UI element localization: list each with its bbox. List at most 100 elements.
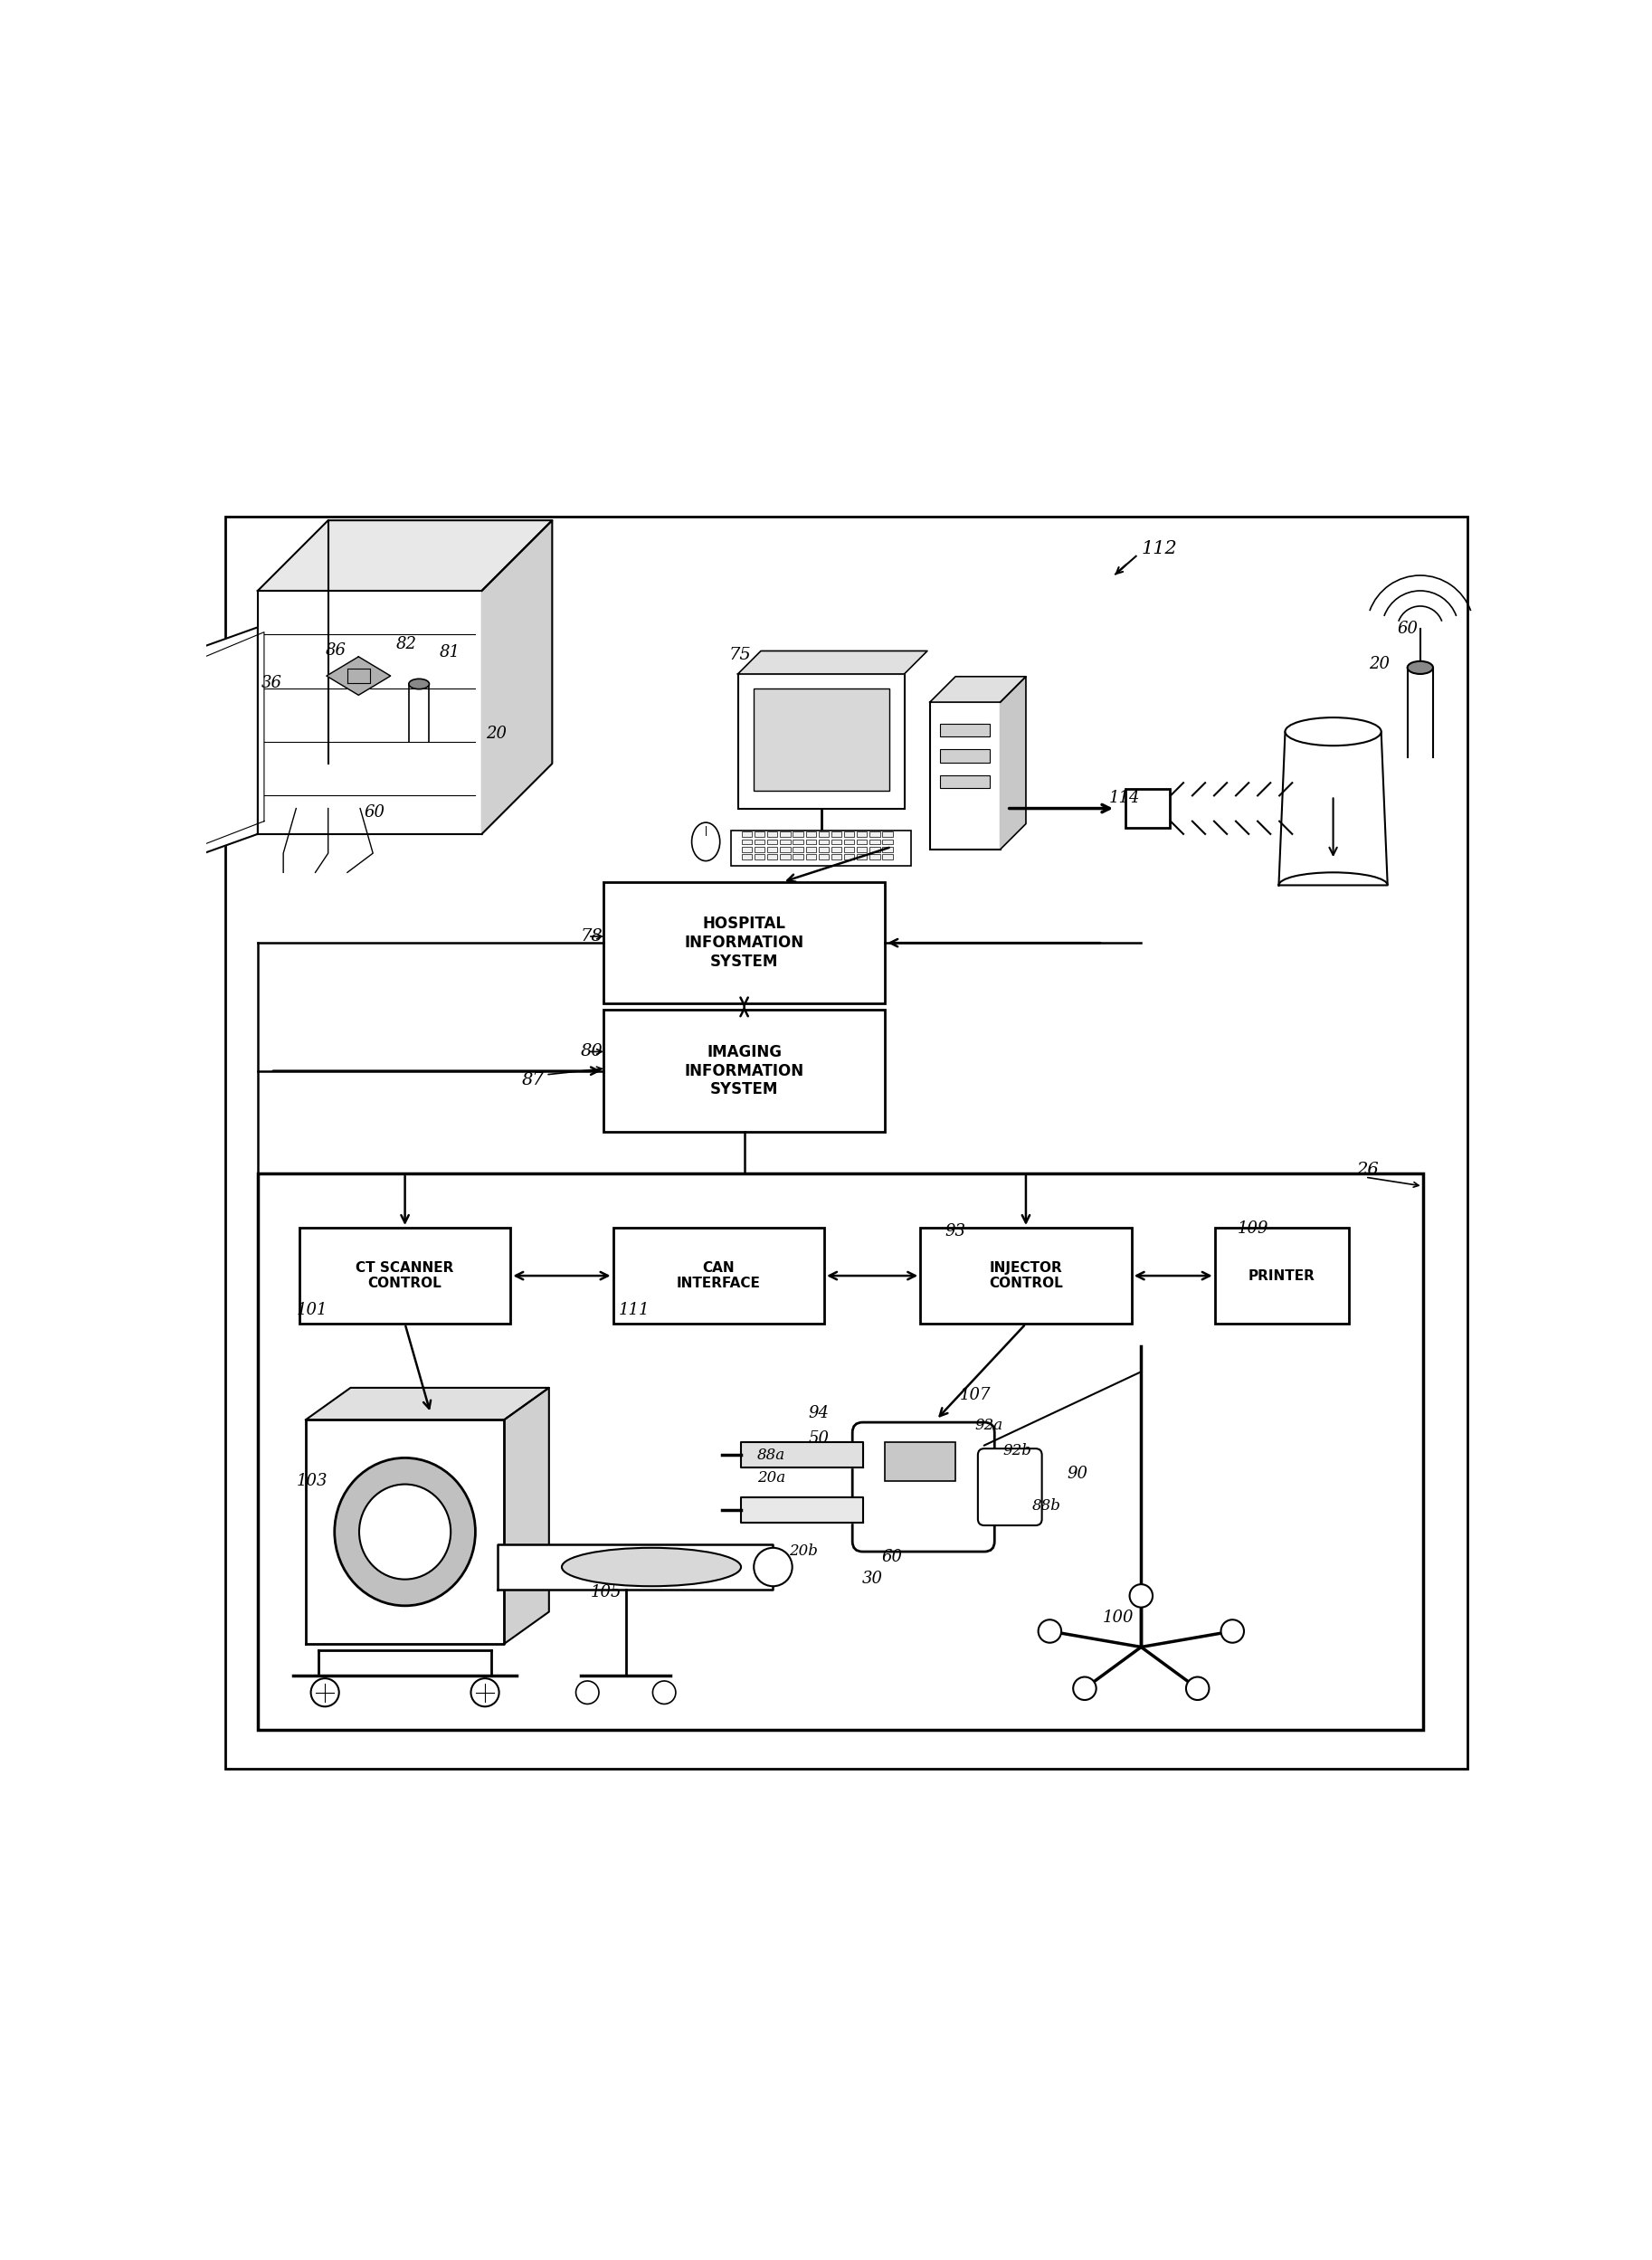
Polygon shape — [738, 651, 927, 673]
Polygon shape — [504, 1388, 548, 1643]
FancyBboxPatch shape — [755, 832, 765, 836]
Text: 90: 90 — [1067, 1467, 1087, 1483]
FancyBboxPatch shape — [806, 838, 816, 845]
FancyBboxPatch shape — [857, 854, 867, 859]
FancyBboxPatch shape — [869, 832, 881, 836]
FancyBboxPatch shape — [806, 832, 816, 836]
FancyBboxPatch shape — [869, 848, 881, 852]
Circle shape — [311, 1679, 339, 1706]
Ellipse shape — [1408, 662, 1432, 673]
Text: 82: 82 — [396, 637, 416, 653]
Text: 20a: 20a — [757, 1471, 785, 1485]
Circle shape — [471, 1679, 499, 1706]
Polygon shape — [258, 520, 552, 590]
FancyBboxPatch shape — [978, 1449, 1042, 1526]
Text: 36: 36 — [261, 676, 282, 692]
Text: 100: 100 — [1104, 1609, 1133, 1625]
FancyBboxPatch shape — [767, 838, 778, 845]
FancyBboxPatch shape — [742, 848, 752, 852]
FancyBboxPatch shape — [753, 687, 889, 791]
FancyBboxPatch shape — [818, 848, 829, 852]
FancyBboxPatch shape — [780, 838, 790, 845]
FancyBboxPatch shape — [818, 854, 829, 859]
Ellipse shape — [692, 823, 720, 861]
Text: 86: 86 — [325, 642, 347, 660]
Text: 78: 78 — [580, 929, 603, 945]
Text: 87: 87 — [522, 1071, 544, 1087]
Text: CT SCANNER
CONTROL: CT SCANNER CONTROL — [355, 1261, 454, 1290]
FancyBboxPatch shape — [844, 848, 854, 852]
FancyBboxPatch shape — [780, 854, 790, 859]
Text: 103: 103 — [296, 1474, 327, 1489]
FancyBboxPatch shape — [767, 854, 778, 859]
FancyBboxPatch shape — [258, 1173, 1422, 1731]
Text: 94: 94 — [808, 1403, 829, 1422]
Text: 20: 20 — [1370, 655, 1389, 671]
FancyBboxPatch shape — [940, 775, 990, 789]
FancyBboxPatch shape — [818, 838, 829, 845]
FancyBboxPatch shape — [882, 838, 892, 845]
FancyBboxPatch shape — [831, 854, 841, 859]
Text: 88a: 88a — [757, 1446, 785, 1462]
Text: 60: 60 — [1398, 622, 1417, 637]
Text: 114: 114 — [1108, 791, 1140, 807]
FancyBboxPatch shape — [885, 1442, 955, 1480]
FancyBboxPatch shape — [857, 832, 867, 836]
FancyBboxPatch shape — [780, 832, 790, 836]
FancyBboxPatch shape — [844, 832, 854, 836]
Ellipse shape — [358, 1485, 451, 1580]
Text: INJECTOR
CONTROL: INJECTOR CONTROL — [990, 1261, 1062, 1290]
FancyBboxPatch shape — [831, 838, 841, 845]
FancyBboxPatch shape — [732, 829, 910, 866]
FancyBboxPatch shape — [930, 703, 1001, 850]
FancyBboxPatch shape — [857, 838, 867, 845]
FancyBboxPatch shape — [818, 832, 829, 836]
FancyBboxPatch shape — [755, 854, 765, 859]
Text: 107: 107 — [960, 1388, 991, 1403]
FancyBboxPatch shape — [742, 832, 752, 836]
FancyBboxPatch shape — [940, 723, 990, 737]
FancyBboxPatch shape — [844, 854, 854, 859]
FancyBboxPatch shape — [1214, 1227, 1350, 1324]
FancyBboxPatch shape — [738, 673, 904, 809]
FancyBboxPatch shape — [882, 832, 892, 836]
Circle shape — [1221, 1620, 1244, 1643]
Text: 50: 50 — [808, 1431, 829, 1446]
FancyBboxPatch shape — [882, 848, 892, 852]
Text: 93: 93 — [945, 1223, 966, 1238]
FancyBboxPatch shape — [844, 838, 854, 845]
FancyBboxPatch shape — [767, 832, 778, 836]
Circle shape — [1037, 1620, 1061, 1643]
Text: 112: 112 — [1142, 540, 1178, 558]
FancyBboxPatch shape — [742, 854, 752, 859]
Polygon shape — [327, 658, 390, 696]
FancyBboxPatch shape — [603, 1010, 885, 1132]
FancyBboxPatch shape — [852, 1422, 995, 1553]
Circle shape — [1186, 1677, 1209, 1700]
Text: IMAGING
INFORMATION
SYSTEM: IMAGING INFORMATION SYSTEM — [684, 1044, 805, 1098]
FancyBboxPatch shape — [742, 838, 752, 845]
Circle shape — [653, 1681, 676, 1704]
FancyBboxPatch shape — [806, 848, 816, 852]
Text: HOSPITAL
INFORMATION
SYSTEM: HOSPITAL INFORMATION SYSTEM — [684, 915, 805, 970]
FancyBboxPatch shape — [755, 838, 765, 845]
FancyBboxPatch shape — [793, 848, 803, 852]
Text: 20: 20 — [486, 725, 507, 741]
FancyBboxPatch shape — [299, 1227, 510, 1324]
Polygon shape — [172, 628, 258, 866]
Text: CAN
INTERFACE: CAN INTERFACE — [677, 1261, 760, 1290]
FancyBboxPatch shape — [603, 881, 885, 1003]
FancyBboxPatch shape — [920, 1227, 1132, 1324]
Text: 75: 75 — [729, 646, 752, 662]
FancyBboxPatch shape — [831, 848, 841, 852]
Text: 101: 101 — [296, 1302, 327, 1318]
FancyBboxPatch shape — [793, 838, 803, 845]
Circle shape — [753, 1548, 793, 1587]
Ellipse shape — [1285, 716, 1381, 746]
Text: 81: 81 — [439, 644, 461, 660]
Polygon shape — [497, 1544, 773, 1589]
FancyBboxPatch shape — [869, 854, 881, 859]
Text: 80: 80 — [580, 1044, 603, 1060]
FancyBboxPatch shape — [793, 854, 803, 859]
FancyBboxPatch shape — [755, 848, 765, 852]
